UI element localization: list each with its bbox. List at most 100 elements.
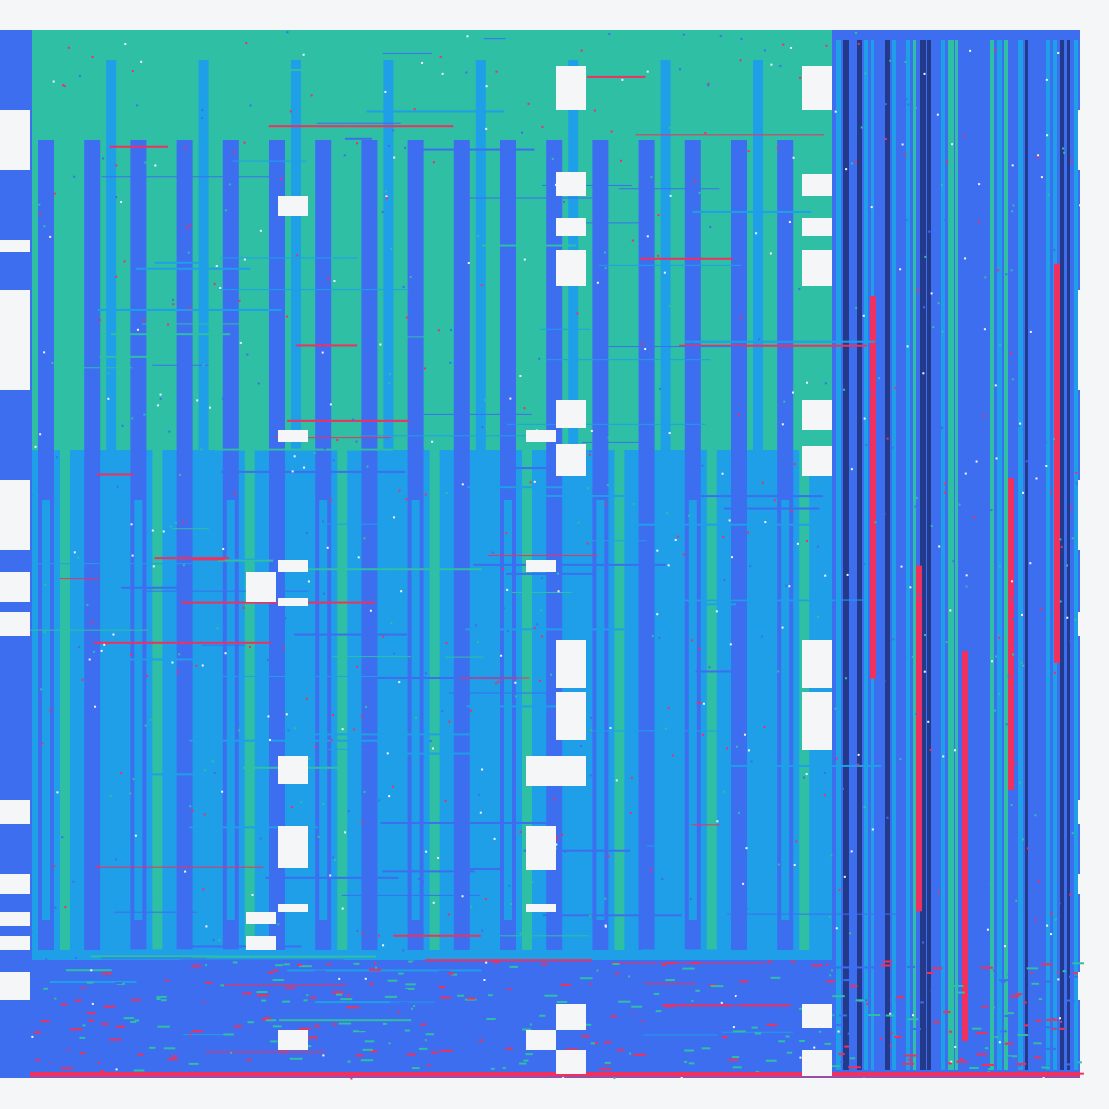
bottom-noise [382, 1022, 387, 1025]
speckle [43, 225, 46, 228]
speckle [870, 206, 873, 209]
speckle [555, 843, 558, 846]
bottom-noise [957, 991, 965, 994]
speckle [102, 157, 105, 160]
speckle [233, 150, 236, 153]
speckle [43, 631, 46, 634]
bottom-noise [1041, 1066, 1050, 1069]
speckle [739, 59, 742, 62]
bottom-noise [60, 1003, 68, 1006]
speckle [674, 538, 677, 541]
speckle [219, 287, 222, 290]
speckle [1034, 304, 1037, 307]
speckle [911, 1014, 914, 1017]
bottom-noise [972, 1027, 982, 1030]
white-block [246, 572, 276, 602]
bottom-noise [346, 1006, 360, 1009]
speckle [874, 757, 877, 760]
speckle [122, 366, 125, 369]
glitch-line [151, 773, 214, 776]
speckle [168, 430, 171, 433]
bottom-noise [360, 1059, 374, 1062]
speckle [1012, 204, 1015, 207]
bottom-noise [305, 1036, 318, 1039]
speckle [162, 530, 165, 533]
speckle [184, 146, 187, 149]
speckle [129, 653, 132, 656]
speckle [322, 1054, 325, 1057]
speckle [969, 49, 972, 52]
speckle [646, 70, 649, 73]
speckle [533, 627, 536, 630]
speckle [806, 968, 809, 971]
speckle [846, 573, 849, 576]
speckle [676, 535, 679, 538]
speckle [243, 141, 246, 144]
speckle [613, 1077, 616, 1080]
bottom-noise [565, 1048, 579, 1051]
speckle [855, 307, 858, 310]
speckle [1012, 653, 1015, 656]
speckle [830, 969, 833, 972]
speckle [349, 425, 352, 428]
bottom-noise [952, 984, 964, 987]
glitch-line [101, 176, 273, 178]
bottom-noise [331, 991, 344, 994]
bottom-noise [47, 1060, 54, 1063]
speckle [994, 655, 997, 658]
bottom-noise [592, 963, 604, 966]
speckle [305, 697, 308, 700]
speckle [538, 357, 541, 360]
white-block [556, 218, 586, 236]
bottom-noise [232, 961, 238, 964]
glitch-line [265, 876, 399, 879]
speckle [958, 503, 961, 506]
speckle [663, 271, 666, 274]
speckle [799, 1056, 802, 1059]
glitch-line [712, 966, 883, 969]
speckle [857, 763, 860, 766]
speckle [134, 834, 137, 837]
bottom-noise [246, 1058, 252, 1061]
bottom-noise [130, 1020, 137, 1023]
speckle [1071, 537, 1074, 540]
white-block [556, 1004, 586, 1030]
speckle [388, 373, 391, 376]
speckle [521, 131, 524, 134]
speckle [761, 481, 764, 484]
speckle [892, 638, 895, 641]
speckle [555, 838, 558, 841]
bottom-noise [1024, 1024, 1029, 1027]
speckle [364, 977, 367, 980]
bottom-noise [711, 1062, 721, 1065]
speckle [445, 491, 448, 494]
bottom-noise [770, 976, 781, 979]
bottom-noise [167, 1058, 178, 1061]
speckle [467, 262, 470, 265]
bottom-noise [256, 991, 268, 994]
speckle [1011, 580, 1014, 583]
speckle [656, 549, 659, 552]
stripe-column [337, 60, 348, 950]
speckle [245, 42, 248, 45]
glitch-line [587, 75, 646, 78]
speckle [487, 298, 490, 301]
speckle [1066, 564, 1069, 567]
speckle [334, 859, 337, 862]
white-block [0, 572, 30, 602]
white-block [0, 480, 30, 550]
speckle [949, 609, 952, 612]
bottom-noise [493, 961, 500, 964]
speckle [841, 787, 844, 790]
speckle [246, 353, 249, 356]
glitch-line [542, 914, 682, 917]
white-block [802, 174, 832, 196]
speckle [281, 275, 284, 278]
speckle [254, 48, 257, 51]
speckle [937, 302, 940, 305]
bottom-noise [430, 1051, 439, 1054]
speckle [432, 161, 435, 164]
bottom-noise [1026, 967, 1039, 970]
speckle [261, 191, 264, 194]
speckle [998, 636, 1001, 639]
